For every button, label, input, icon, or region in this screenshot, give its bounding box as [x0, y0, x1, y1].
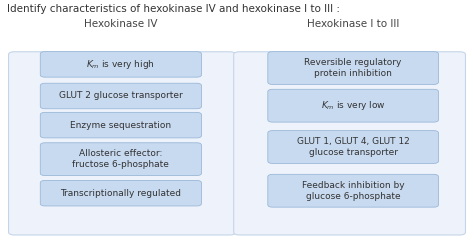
FancyBboxPatch shape	[9, 52, 236, 235]
FancyBboxPatch shape	[268, 52, 438, 85]
FancyBboxPatch shape	[40, 52, 201, 77]
Text: Enzyme sequestration: Enzyme sequestration	[70, 121, 172, 130]
Text: Feedback inhibition by
glucose 6-phosphate: Feedback inhibition by glucose 6-phospha…	[302, 181, 404, 201]
Text: Identify characteristics of hexokinase IV and hexokinase I to III :: Identify characteristics of hexokinase I…	[7, 4, 340, 14]
Text: Reversible regulatory
protein inhibition: Reversible regulatory protein inhibition	[304, 58, 402, 78]
FancyBboxPatch shape	[40, 83, 201, 109]
FancyBboxPatch shape	[40, 143, 201, 175]
FancyBboxPatch shape	[40, 112, 201, 138]
Text: $K_m$ is very low: $K_m$ is very low	[320, 99, 386, 112]
Text: Hexokinase IV: Hexokinase IV	[84, 19, 158, 29]
Text: Transcriptionally regulated: Transcriptionally regulated	[60, 189, 182, 198]
Text: GLUT 2 glucose transporter: GLUT 2 glucose transporter	[59, 91, 183, 101]
FancyBboxPatch shape	[268, 89, 438, 122]
FancyBboxPatch shape	[234, 52, 465, 235]
Text: Hexokinase I to III: Hexokinase I to III	[307, 19, 399, 29]
Text: Allosteric effector:
fructose 6-phosphate: Allosteric effector: fructose 6-phosphat…	[73, 149, 169, 169]
FancyBboxPatch shape	[268, 174, 438, 207]
FancyBboxPatch shape	[40, 180, 201, 206]
Text: GLUT 1, GLUT 4, GLUT 12
glucose transporter: GLUT 1, GLUT 4, GLUT 12 glucose transpor…	[297, 137, 410, 157]
FancyBboxPatch shape	[268, 131, 438, 163]
Text: $K_m$ is very high: $K_m$ is very high	[86, 58, 155, 71]
